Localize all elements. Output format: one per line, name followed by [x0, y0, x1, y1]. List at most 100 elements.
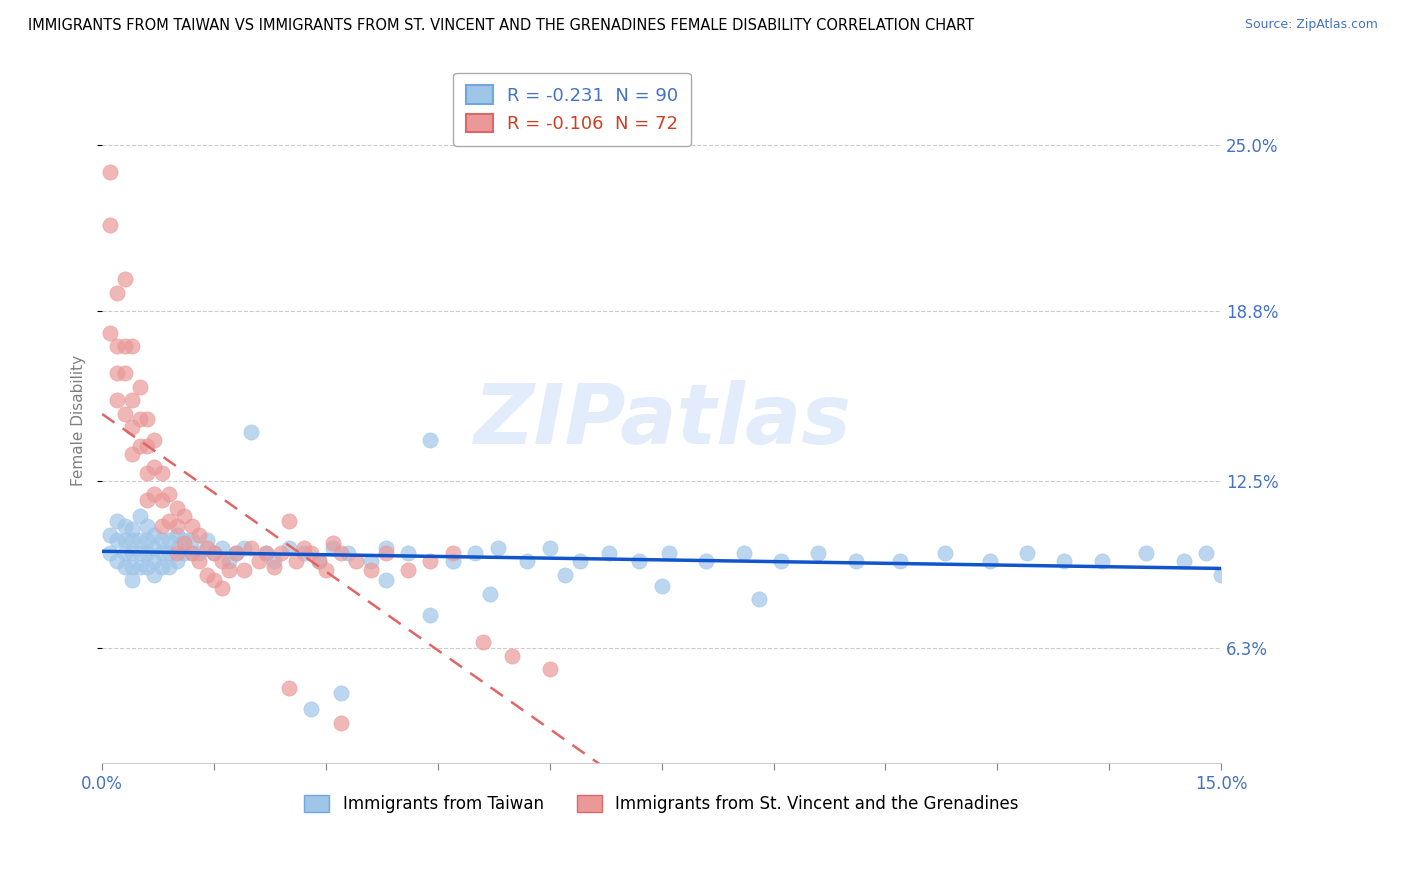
Point	[121, 420, 143, 434]
Point	[121, 574, 143, 588]
Point	[105, 285, 128, 300]
Point	[658, 546, 681, 560]
Point	[128, 412, 150, 426]
Point	[173, 546, 195, 560]
Point	[329, 715, 352, 730]
Point	[121, 559, 143, 574]
Point	[121, 447, 143, 461]
Point	[441, 554, 464, 568]
Point	[157, 533, 180, 547]
Point	[143, 487, 166, 501]
Point	[1091, 554, 1114, 568]
Point	[136, 546, 159, 560]
Point	[292, 541, 315, 555]
Point	[114, 272, 136, 286]
Point	[150, 559, 173, 574]
Point	[568, 554, 591, 568]
Point	[121, 546, 143, 560]
Point	[150, 492, 173, 507]
Point	[136, 412, 159, 426]
Point	[225, 546, 247, 560]
Point	[143, 460, 166, 475]
Point	[136, 492, 159, 507]
Point	[136, 533, 159, 547]
Point	[270, 546, 292, 560]
Point	[195, 541, 218, 555]
Point	[538, 662, 561, 676]
Point	[173, 533, 195, 547]
Point	[136, 559, 159, 574]
Point	[150, 519, 173, 533]
Point	[337, 546, 360, 560]
Point	[114, 546, 136, 560]
Point	[277, 514, 299, 528]
Point	[143, 434, 166, 448]
Point	[121, 393, 143, 408]
Point	[180, 533, 202, 547]
Point	[315, 562, 337, 576]
Point	[98, 164, 121, 178]
Point	[360, 554, 382, 568]
Point	[218, 554, 240, 568]
Point	[628, 554, 651, 568]
Point	[150, 466, 173, 480]
Point	[277, 541, 299, 555]
Point	[128, 546, 150, 560]
Point	[748, 592, 770, 607]
Point	[157, 487, 180, 501]
Point	[157, 514, 180, 528]
Point	[329, 546, 352, 560]
Point	[374, 574, 396, 588]
Point	[651, 579, 673, 593]
Point	[128, 508, 150, 523]
Point	[114, 339, 136, 353]
Point	[173, 535, 195, 549]
Point	[157, 546, 180, 560]
Point	[419, 554, 441, 568]
Point	[114, 559, 136, 574]
Point	[105, 366, 128, 380]
Point	[166, 541, 188, 555]
Point	[396, 546, 419, 560]
Point	[98, 527, 121, 541]
Legend: Immigrants from Taiwan, Immigrants from St. Vincent and the Grenadines: Immigrants from Taiwan, Immigrants from …	[294, 785, 1029, 823]
Point	[479, 587, 502, 601]
Point	[516, 554, 538, 568]
Point	[98, 219, 121, 233]
Point	[105, 393, 128, 408]
Point	[143, 554, 166, 568]
Point	[157, 559, 180, 574]
Point	[769, 554, 792, 568]
Point	[211, 541, 233, 555]
Point	[114, 407, 136, 421]
Point	[374, 541, 396, 555]
Point	[188, 527, 211, 541]
Point	[598, 546, 620, 560]
Point	[105, 554, 128, 568]
Point	[202, 546, 225, 560]
Point	[121, 522, 143, 536]
Point	[285, 554, 308, 568]
Point	[374, 546, 396, 560]
Point	[166, 546, 188, 560]
Text: ZIPatlas: ZIPatlas	[472, 380, 851, 461]
Point	[173, 508, 195, 523]
Point	[218, 562, 240, 576]
Point	[554, 568, 576, 582]
Point	[979, 554, 1001, 568]
Point	[180, 546, 202, 560]
Point	[254, 546, 277, 560]
Point	[136, 466, 159, 480]
Point	[344, 554, 367, 568]
Point	[143, 527, 166, 541]
Point	[166, 527, 188, 541]
Point	[277, 681, 299, 695]
Point	[247, 554, 270, 568]
Point	[240, 425, 263, 440]
Point	[121, 339, 143, 353]
Point	[114, 366, 136, 380]
Text: IMMIGRANTS FROM TAIWAN VS IMMIGRANTS FROM ST. VINCENT AND THE GRENADINES FEMALE : IMMIGRANTS FROM TAIWAN VS IMMIGRANTS FRO…	[28, 18, 974, 33]
Point	[166, 554, 188, 568]
Point	[329, 686, 352, 700]
Point	[180, 546, 202, 560]
